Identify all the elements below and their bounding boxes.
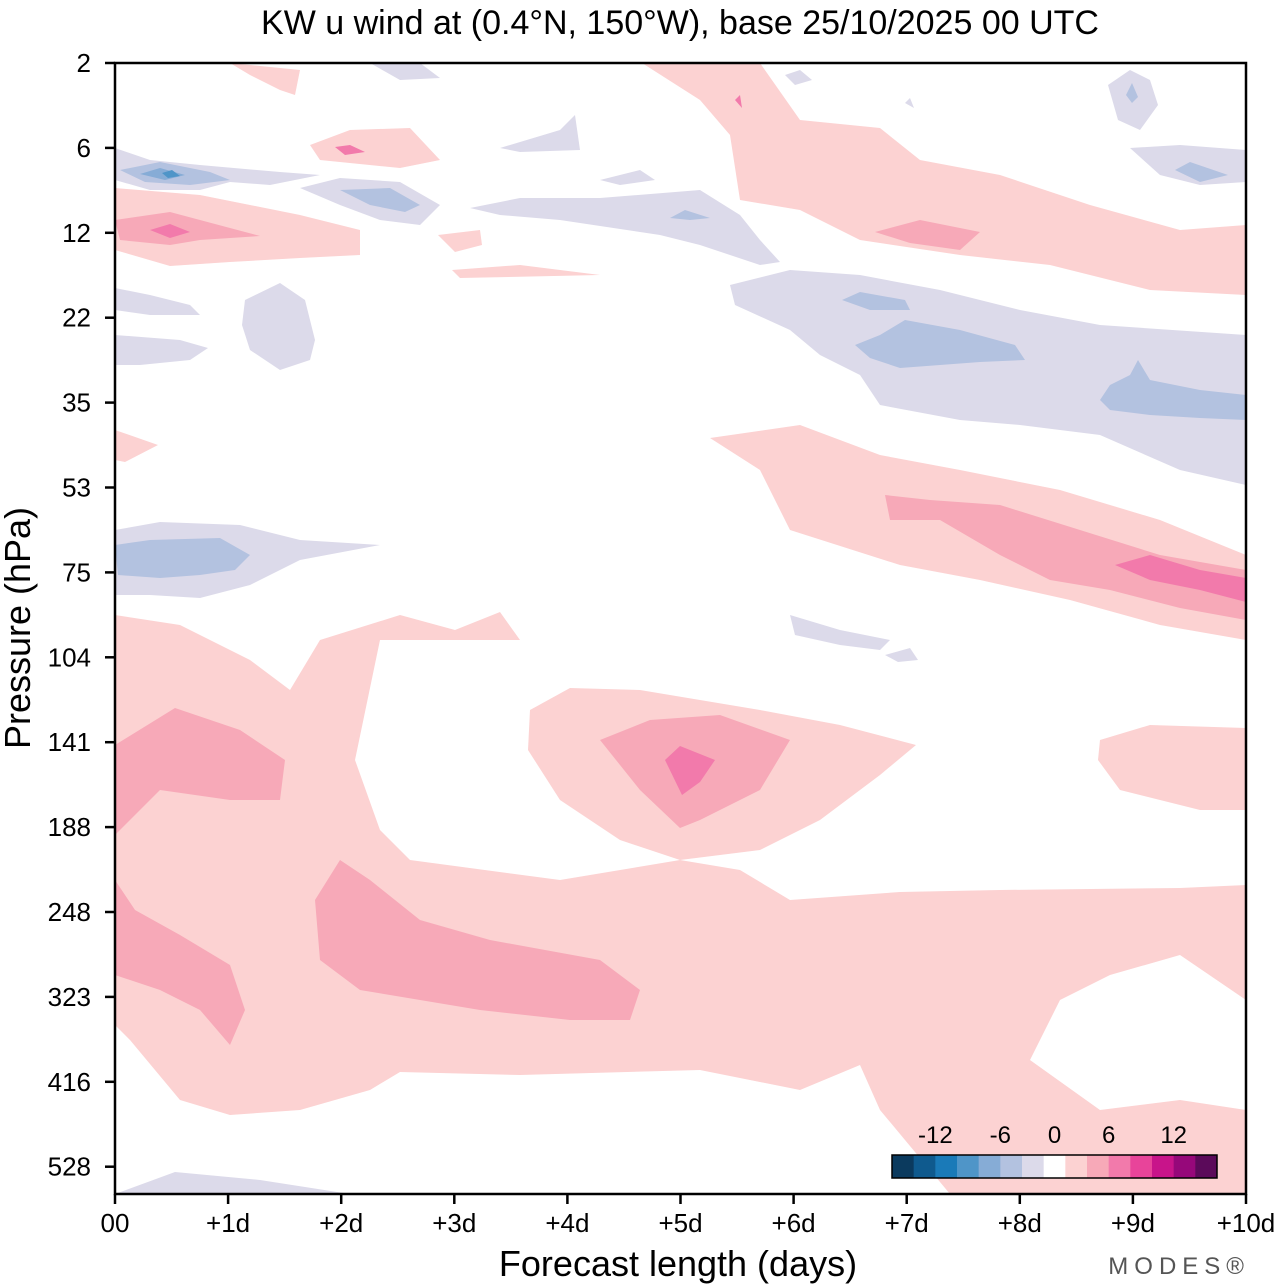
contour-midblue-22hPa [842, 292, 910, 310]
x-axis-label: Forecast length (days) [499, 1243, 857, 1284]
y-tick-label: 22 [62, 303, 91, 333]
contour-blue-104hPa [790, 615, 890, 650]
contour-tiny-pink-2 [335, 145, 365, 155]
colorbar-label: 12 [1160, 1122, 1187, 1149]
contour-upper-pink-top [230, 63, 300, 95]
contour-blue-12hPa-band [470, 190, 780, 265]
x-tick-label: +3d [432, 1208, 476, 1238]
y-tick-label: 6 [77, 133, 91, 163]
colorbar-swatch [1000, 1155, 1023, 1178]
colorbar-swatch [1022, 1155, 1045, 1178]
contour-pink-12hPa [115, 188, 360, 266]
contour-midblue-2hPa-right [1126, 83, 1138, 103]
contour-blue-small-1 [600, 170, 655, 185]
colorbar-swatch [1108, 1155, 1131, 1178]
x-tick-label: +9d [1111, 1208, 1155, 1238]
contour-blue-22hPa-left2 [115, 335, 208, 365]
contour-pink-6hPa [310, 128, 440, 168]
contour-pink-141-right [1098, 725, 1246, 810]
colorbar-swatch [1087, 1155, 1110, 1178]
colorbar-swatch [1043, 1155, 1066, 1178]
contour-blue-104hPa-2 [885, 648, 918, 662]
contour-blue-bottom [115, 1172, 350, 1194]
colorbar-swatch [913, 1155, 936, 1178]
contour-midblue-10hPa [340, 188, 420, 212]
contour-pink-lower-large [115, 612, 1246, 1194]
contour-pink-small-1 [438, 230, 482, 252]
colorbar-frame [891, 1154, 1218, 1179]
y-tick-label: 416 [48, 1067, 91, 1097]
x-axis: 00 +1d +2d +3d +4d +5d +6d +7d +8d +9d +10d [101, 1194, 1276, 1238]
y-tick-label: 528 [48, 1152, 91, 1182]
contour-midblue-8hPa-right [1175, 162, 1228, 182]
contour-mid-pink-left [115, 708, 285, 835]
y-tick-label: 248 [48, 897, 91, 927]
contour-blue-small-3 [905, 98, 914, 108]
colorbar-label: 6 [1102, 1122, 1115, 1149]
contour-upper-pink-right [642, 63, 1246, 295]
chart-title: KW u wind at (0.4°N, 150°W), base 25/10/… [261, 4, 1099, 42]
x-tick-label: 00 [101, 1208, 130, 1238]
contour-blue-2hPa [370, 63, 440, 80]
y-axis: 2 6 12 22 35 53 75 104 141 188 248 323 416 528 [48, 48, 115, 1182]
x-tick-label: +6d [772, 1208, 816, 1238]
x-tick-label: +10d [1217, 1208, 1276, 1238]
colorbar-swatch [957, 1155, 980, 1178]
contour-pink-edge-left [115, 430, 158, 462]
colorbar-swatch [1130, 1155, 1153, 1178]
x-tick-label: +7d [885, 1208, 929, 1238]
contour-blue-22-40-band [730, 270, 1246, 485]
modes-logo: MODES® [1108, 1253, 1250, 1280]
colorbar-swatch [978, 1155, 1001, 1178]
y-tick-label: 12 [62, 218, 91, 248]
contour-strong-pink-75 [1115, 555, 1246, 602]
colorbar-label: -12 [918, 1122, 953, 1149]
y-axis-label: Pressure (hPa) [0, 507, 38, 749]
contour-strong-pink-141 [665, 746, 715, 795]
contour-strong-pink-12hPa [150, 224, 190, 238]
colorbar-swatch [935, 1155, 958, 1178]
contour-midblue-35hPa [1100, 360, 1246, 420]
x-tick-label: +2d [319, 1208, 363, 1238]
x-tick-label: +8d [998, 1208, 1042, 1238]
contour-midblue-28hPa [855, 320, 1025, 368]
colorbar: -12 -6 0 6 12 [891, 1122, 1218, 1179]
colorbar-swatch [1152, 1155, 1175, 1178]
y-tick-label: 53 [62, 473, 91, 503]
contour-mid-pink-323-left [115, 880, 245, 1045]
contour-mid-pink-upper-right [875, 220, 980, 250]
contour-fills [115, 63, 1246, 1194]
contour-blue-22hPa-patch [242, 283, 315, 370]
contour-mid-pink-53-75 [885, 495, 1246, 620]
y-tick-label: 75 [62, 557, 91, 587]
contour-pink-small-2 [452, 265, 600, 278]
x-tick-label: +1d [206, 1208, 250, 1238]
y-tick-label: 188 [48, 812, 91, 842]
contour-midblue-75hPa [115, 538, 250, 578]
y-tick-label: 35 [62, 388, 91, 418]
contour-tiny-pink-1 [735, 95, 742, 108]
colorbar-swatch [1065, 1155, 1088, 1178]
contour-midblue-12hPa [670, 210, 710, 220]
contour-mid-pink-248 [315, 860, 640, 1020]
colorbar-swatch [1195, 1155, 1218, 1178]
contour-blue-6hPa-right [500, 115, 580, 152]
x-tick-label: +4d [545, 1208, 589, 1238]
contour-blue-small-2 [785, 70, 812, 85]
colorbar-label: -6 [990, 1122, 1011, 1149]
colorbar-swatch [892, 1155, 915, 1178]
contour-blue-22hPa-left [115, 288, 200, 315]
x-tick-label: +5d [658, 1208, 702, 1238]
y-tick-label: 2 [77, 48, 91, 78]
colorbar-swatch [1173, 1155, 1196, 1178]
y-tick-label: 323 [48, 982, 91, 1012]
colorbar-label: 0 [1048, 1122, 1061, 1149]
contour-mid-pink-12hPa [115, 212, 260, 245]
contour-blue-core-8hPa [162, 170, 180, 178]
y-tick-label: 141 [48, 727, 91, 757]
y-tick-label: 104 [48, 642, 91, 672]
